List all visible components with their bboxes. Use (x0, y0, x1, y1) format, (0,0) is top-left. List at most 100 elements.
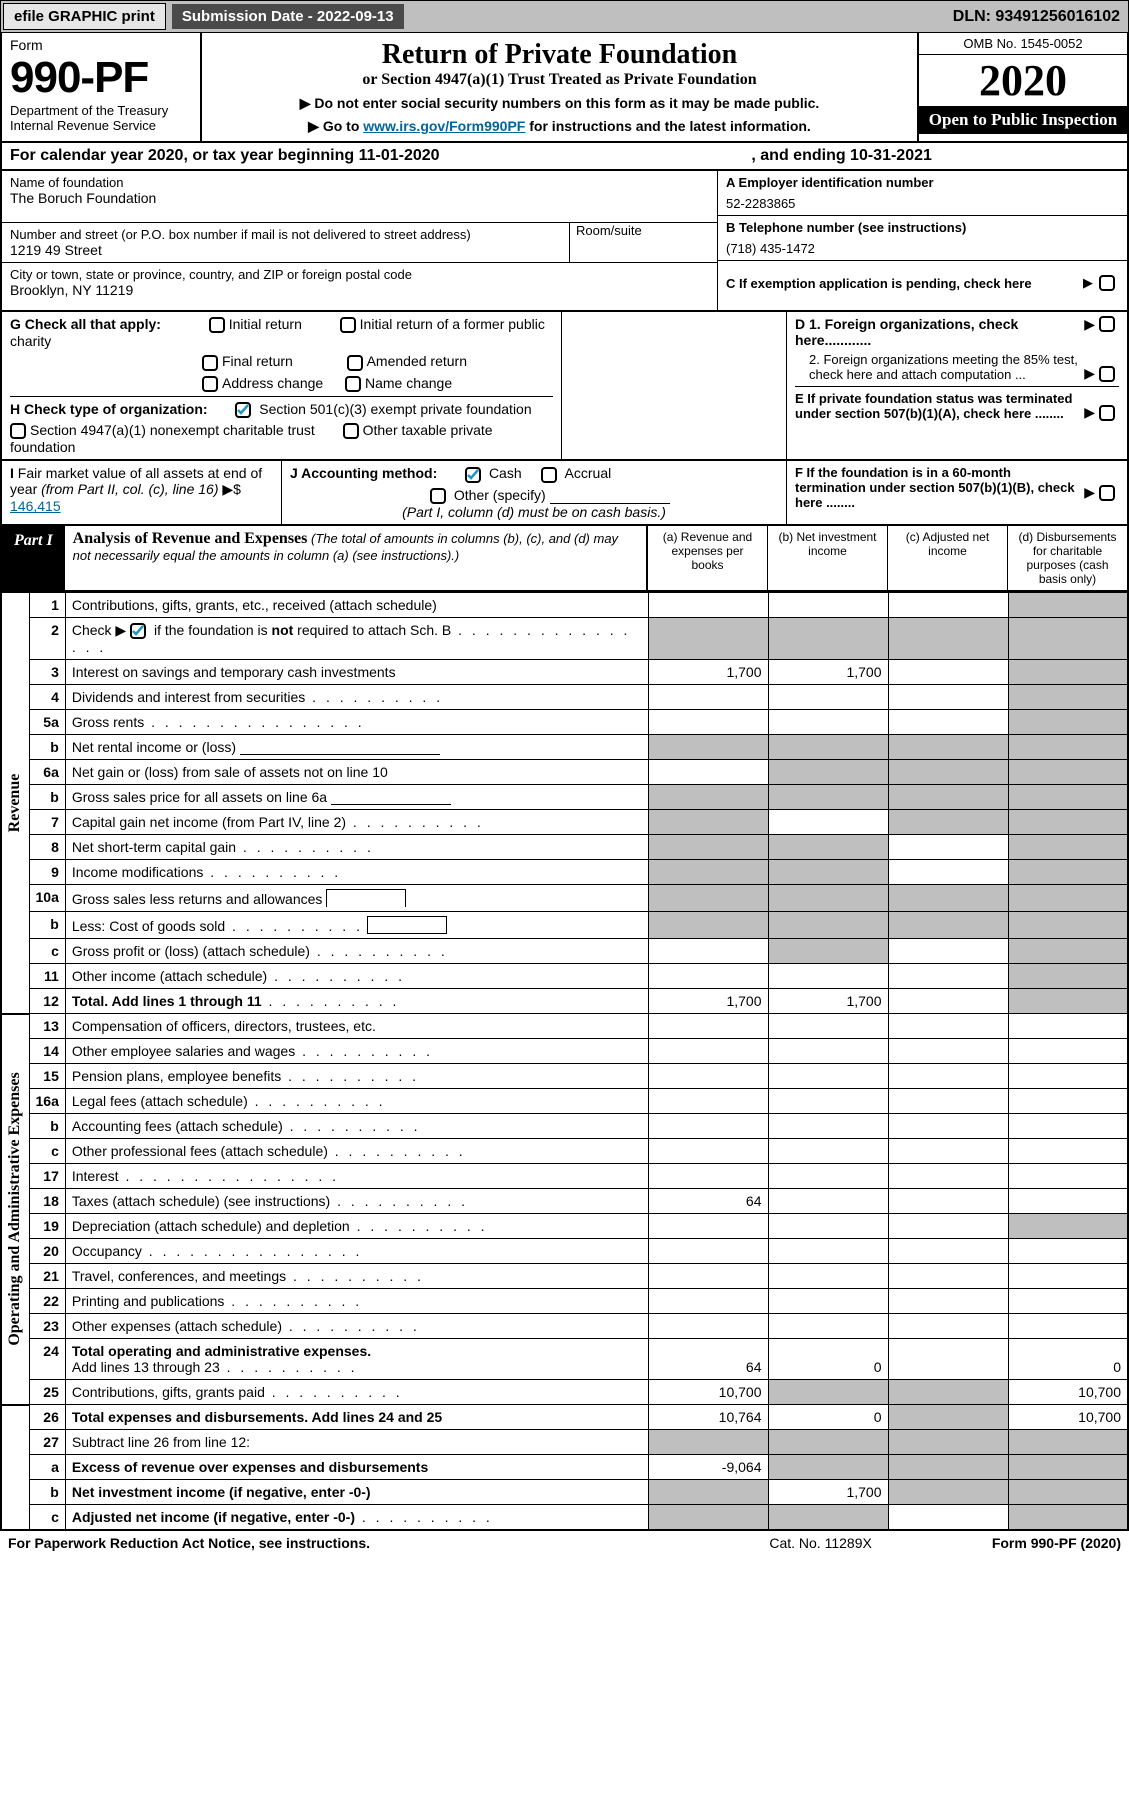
part1-title: Analysis of Revenue and Expenses (73, 530, 308, 547)
footer-left: For Paperwork Reduction Act Notice, see … (8, 1535, 370, 1551)
j-other: Other (specify) (454, 487, 546, 503)
row-2: Check ▶ if the foundation is not require… (65, 618, 648, 660)
side-expenses: Operating and Administrative Expenses (6, 1073, 24, 1346)
row-22: Printing and publications (65, 1289, 648, 1314)
e-label: E If private foundation status was termi… (795, 391, 1072, 421)
footer-right: Form 990-PF (2020) (992, 1535, 1121, 1551)
d1-checkbox[interactable] (1099, 316, 1115, 332)
row-24: Total operating and administrative expen… (65, 1339, 648, 1380)
row-16b: Accounting fees (attach schedule) (65, 1114, 648, 1139)
row-27: Subtract line 26 from line 12: (65, 1430, 648, 1455)
ein-label: A Employer identification number (726, 175, 934, 190)
omb-no: OMB No. 1545-0052 (919, 33, 1127, 55)
amt-24a: 64 (648, 1339, 768, 1380)
e-checkbox[interactable] (1099, 405, 1115, 421)
row-8: Net short-term capital gain (65, 835, 648, 860)
g-amended[interactable] (347, 355, 363, 371)
row-10b: Less: Cost of goods sold (65, 912, 648, 939)
cal-begin: For calendar year 2020, or tax year begi… (10, 147, 440, 165)
d2-checkbox[interactable] (1099, 366, 1115, 382)
j-other-checkbox[interactable] (430, 488, 446, 504)
amt-26a: 10,764 (648, 1405, 768, 1430)
name-label: Name of foundation (10, 175, 709, 190)
amt-12a: 1,700 (648, 989, 768, 1014)
h-4947-checkbox[interactable] (10, 423, 26, 439)
j-accrual: Accrual (565, 465, 612, 481)
row-16a: Legal fees (attach schedule) (65, 1089, 648, 1114)
h-501c3-checkbox[interactable] (235, 402, 251, 418)
dept: Department of the Treasury (10, 103, 192, 118)
instr-2-post: for instructions and the latest informat… (525, 118, 810, 134)
calendar-year-row: For calendar year 2020, or tax year begi… (0, 143, 1129, 171)
row-14: Other employee salaries and wages (65, 1039, 648, 1064)
amt-3a: 1,700 (648, 660, 768, 685)
j-note: (Part I, column (d) must be on cash basi… (290, 504, 778, 520)
g-final-return[interactable] (202, 355, 218, 371)
checks-section: G Check all that apply: Initial return I… (0, 312, 1129, 461)
col-d: (d) Disbursements for charitable purpose… (1007, 526, 1127, 590)
amt-3b: 1,700 (768, 660, 888, 685)
instr-link[interactable]: www.irs.gov/Form990PF (363, 118, 525, 134)
room-label: Room/suite (576, 223, 709, 238)
d1-label: D 1. Foreign organizations, check here..… (795, 316, 1018, 348)
g-name-change[interactable] (345, 376, 361, 392)
row-6b: Gross sales price for all assets on line… (65, 785, 648, 810)
form-header: Form 990-PF Department of the Treasury I… (0, 33, 1129, 143)
part1-header: Part I Analysis of Revenue and Expenses … (0, 526, 1129, 592)
schb-checkbox[interactable] (130, 623, 146, 639)
tax-year: 2020 (919, 55, 1127, 106)
d2-label: 2. Foreign organizations meeting the 85%… (795, 352, 1080, 382)
city-label: City or town, state or province, country… (10, 267, 709, 282)
h-opt-1: Section 501(c)(3) exempt private foundat… (259, 401, 531, 417)
g-opt-3: Amended return (367, 353, 467, 369)
row-17: Interest (65, 1164, 648, 1189)
g-label: G Check all that apply: (10, 316, 161, 332)
h-other-checkbox[interactable] (343, 423, 359, 439)
col-b: (b) Net investment income (767, 526, 887, 590)
row-10a: Gross sales less returns and allowances (65, 885, 648, 912)
row-27c: Adjusted net income (if negative, enter … (65, 1505, 648, 1531)
footer: For Paperwork Reduction Act Notice, see … (0, 1531, 1129, 1555)
h-opt-2: Section 4947(a)(1) nonexempt charitable … (30, 422, 315, 438)
row-15: Pension plans, employee benefits (65, 1064, 648, 1089)
j-cash-checkbox[interactable] (465, 467, 481, 483)
form-label: Form (10, 37, 192, 53)
g-address-change[interactable] (202, 376, 218, 392)
g-initial-former[interactable] (340, 317, 356, 333)
row-9: Income modifications (65, 860, 648, 885)
part1-tag: Part I (2, 526, 65, 590)
street-address: 1219 49 Street (10, 242, 569, 258)
cal-end: , and ending 10-31-2021 (751, 147, 932, 165)
g-initial-return[interactable] (209, 317, 225, 333)
form-title: Return of Private Foundation (214, 39, 905, 71)
amt-25d: 10,700 (1008, 1380, 1128, 1405)
j-label: J Accounting method: (290, 465, 437, 481)
row-6a: Net gain or (loss) from sale of assets n… (65, 760, 648, 785)
row-11: Other income (attach schedule) (65, 964, 648, 989)
row-19: Depreciation (attach schedule) and deple… (65, 1214, 648, 1239)
form-number: 990-PF (10, 53, 192, 103)
g-opt-5: Name change (365, 375, 452, 391)
row-5a: Gross rents (65, 710, 648, 735)
j-accrual-checkbox[interactable] (541, 467, 557, 483)
c-checkbox[interactable] (1099, 275, 1115, 291)
instr-2: ▶ Go to www.irs.gov/Form990PF for instru… (214, 118, 905, 135)
open-public: Open to Public Inspection (919, 106, 1127, 134)
efile-print-button[interactable]: efile GRAPHIC print (3, 3, 166, 30)
row-27b: Net investment income (if negative, ente… (65, 1480, 648, 1505)
phone-label: B Telephone number (see instructions) (726, 220, 966, 235)
f-checkbox[interactable] (1099, 485, 1115, 501)
col-c: (c) Adjusted net income (887, 526, 1007, 590)
g-opt-4: Address change (222, 375, 323, 391)
col-a: (a) Revenue and expenses per books (647, 526, 767, 590)
amt-25a: 10,700 (648, 1380, 768, 1405)
row-26: Total expenses and disbursements. Add li… (65, 1405, 648, 1430)
amt-27b: 1,700 (768, 1480, 888, 1505)
row-20: Occupancy (65, 1239, 648, 1264)
row-27a: Excess of revenue over expenses and disb… (65, 1455, 648, 1480)
row-13: Compensation of officers, directors, tru… (65, 1014, 648, 1039)
g-opt-2: Final return (222, 353, 293, 369)
form-subtitle: or Section 4947(a)(1) Trust Treated as P… (214, 71, 905, 89)
city-state-zip: Brooklyn, NY 11219 (10, 282, 709, 298)
amt-12b: 1,700 (768, 989, 888, 1014)
